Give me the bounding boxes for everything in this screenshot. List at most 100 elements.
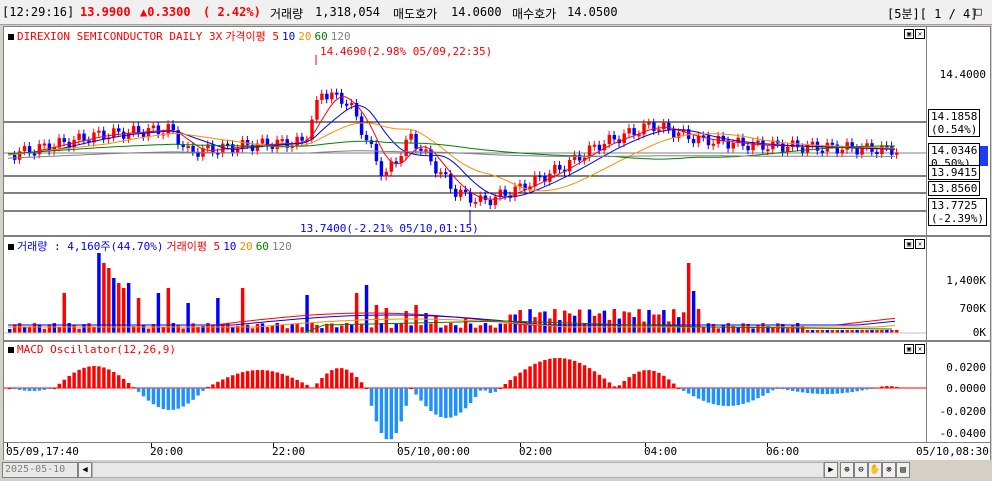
volume-bar	[771, 326, 775, 333]
macd-bar	[895, 386, 899, 388]
candle-body	[647, 122, 651, 125]
candle-body	[454, 188, 458, 197]
candle-body	[850, 142, 854, 149]
price-series-name: DIREXION SEMICONDUCTOR DAILY 3X	[17, 30, 223, 43]
candle-body	[548, 173, 552, 182]
price-pane[interactable]: DIREXION SEMICONDUCTOR DAILY 3X 가격이평 5 10 2…	[3, 26, 927, 236]
macd-bar	[424, 388, 428, 407]
candle-body	[781, 143, 785, 152]
right-scroll-thumb[interactable]	[980, 146, 988, 166]
volume-bar	[587, 309, 592, 333]
date-field[interactable]: 2025-05-10	[2, 462, 78, 478]
volume-bar	[27, 326, 32, 333]
scroll-right-icon[interactable]: ▶	[824, 462, 838, 478]
candle-body	[662, 122, 666, 130]
volume-bar	[617, 318, 621, 333]
macd-bar	[800, 388, 805, 393]
fit-icon[interactable]: ⊗	[882, 462, 896, 478]
macd-chart	[4, 358, 926, 440]
volume-bar	[419, 325, 423, 333]
volume-bar	[880, 330, 884, 333]
time-label: 05/10,08:30	[916, 445, 989, 458]
candle-body	[42, 143, 47, 146]
volume-bar	[855, 330, 859, 333]
hand-icon[interactable]: ✋	[868, 462, 882, 478]
macd-bar	[374, 388, 379, 422]
maximize-icon[interactable]: ▣	[904, 239, 914, 249]
volume-bar	[607, 319, 612, 333]
macd-bar	[523, 369, 527, 388]
candle-body	[171, 124, 175, 131]
price-ma-label: 가격이평 5	[225, 30, 280, 43]
macd-bar	[295, 379, 299, 388]
macd-bar	[131, 387, 136, 389]
macd-bar	[696, 388, 701, 399]
candle-body	[240, 140, 245, 149]
volume-bar	[493, 327, 498, 333]
macd-bar	[196, 388, 200, 396]
volume-bar	[117, 283, 121, 333]
zoom-out-icon[interactable]: ⊖	[854, 462, 868, 478]
candle-body	[394, 161, 398, 164]
chart-toolbar: 2025-05-10 ◀ ▶ ⊕ ⊖ ✋ ⊗ ▤	[0, 460, 992, 481]
macd-bar	[171, 388, 175, 410]
price-ma10: 10	[282, 30, 296, 43]
chart-settings-icon[interactable]: ▤	[896, 462, 910, 478]
price-level-1: 14.1858 (0.54%)	[928, 109, 981, 137]
macd-bar	[652, 370, 656, 388]
candle-body	[364, 134, 369, 141]
volume-bar	[404, 311, 408, 333]
volume-bar	[434, 315, 438, 333]
macd-pane[interactable]: MACD Oscillator(12,26,9) ▣ ✕	[3, 341, 927, 443]
volume-bar	[216, 298, 220, 333]
close-icon[interactable]: □	[975, 5, 982, 18]
volume-bar	[121, 288, 126, 333]
volume-bar	[701, 327, 706, 333]
candle-body	[211, 144, 215, 153]
close-pane-icon[interactable]: ✕	[915, 29, 925, 39]
volume-bar	[830, 330, 835, 333]
candle-body	[473, 201, 478, 204]
macd-bar	[597, 374, 602, 388]
interval-page[interactable]: [5분][ 1 / 4]	[887, 7, 978, 21]
macd-bar	[62, 379, 66, 388]
maximize-icon[interactable]: ▣	[904, 29, 914, 39]
macd-bar	[860, 388, 864, 391]
maximize-icon[interactable]: ▣	[904, 344, 914, 354]
volume-bar	[310, 323, 314, 333]
macd-bar	[488, 388, 493, 393]
time-label: 05/09,17:40	[6, 445, 79, 458]
low-annotation: 13.7400(-2.21% 05/10,01:15)	[300, 222, 479, 235]
volume-bar	[77, 328, 81, 333]
scroll-left-icon[interactable]: ◀	[78, 462, 92, 478]
close-pane-icon[interactable]: ✕	[915, 239, 925, 249]
macd-bar	[77, 369, 81, 388]
zoom-in-icon[interactable]: ⊕	[840, 462, 854, 478]
macd-bar	[825, 388, 830, 394]
price-ma60: 60	[314, 30, 328, 43]
macd-bar	[538, 361, 542, 388]
volume-bar	[681, 312, 686, 333]
close-pane-icon[interactable]: ✕	[915, 344, 925, 354]
volume-bar	[454, 325, 458, 333]
macd-bar	[463, 388, 468, 409]
volume-bar	[305, 295, 309, 333]
horizontal-scrollbar[interactable]	[92, 462, 824, 478]
volume-pane[interactable]: 거래량 : 4,160주(44.70%) 거래이평 5 10 20 60 120 ▣ ✕	[3, 236, 927, 341]
candle-body	[434, 161, 438, 174]
time-tick	[767, 443, 768, 447]
macd-bar	[449, 388, 453, 418]
volume-bar	[166, 288, 171, 333]
price-axis-tick: 14.4000	[939, 68, 986, 81]
candle-body	[27, 146, 32, 154]
volume-bar	[458, 327, 463, 333]
candle-body	[186, 146, 190, 149]
volume-bar	[736, 326, 740, 333]
volume-bar	[696, 309, 701, 333]
candle-body	[572, 154, 577, 161]
level-pct: (0.54%)	[931, 123, 978, 136]
volume-bar	[890, 330, 894, 333]
level-pct: (-2.39%)	[931, 212, 984, 225]
volume-bar	[786, 328, 790, 333]
candle-body	[696, 135, 701, 144]
